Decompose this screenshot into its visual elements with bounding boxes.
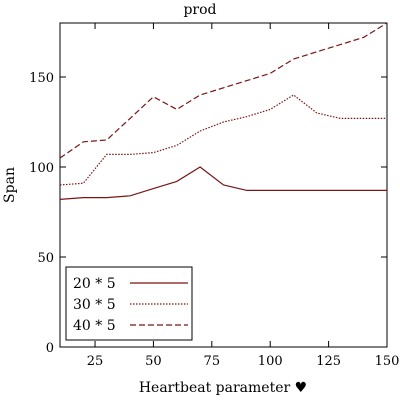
legend-box [65,266,193,341]
x-tick-label: 125 [316,354,341,369]
chart-title: prod [183,2,216,18]
series-lines [59,22,388,200]
x-tick-label: 100 [258,354,283,369]
y-tick-label: 100 [29,161,54,176]
x-tick-label: 75 [204,354,221,369]
y-tick-label: 150 [29,71,54,86]
y-tick-label: 50 [37,251,54,266]
series-line-dashed [59,22,388,159]
y-tick-label: 0 [46,341,54,356]
series-line-dotted [59,94,387,186]
x-tick-label: 25 [87,354,104,369]
legend: 20 * 5 30 * 5 40 * 5 [65,266,193,341]
series-line-solid [59,166,387,200]
legend-label: 30 * 5 [73,297,116,313]
legend-label: 20 * 5 [73,276,116,292]
x-axis-label: Heartbeat parameter ♥ [139,380,307,396]
legend-label: 40 * 5 [73,318,116,334]
x-tick-label: 150 [375,354,400,369]
x-tick-label: 50 [145,354,162,369]
axis-ticks: 25 50 75 100 125 150 0 50 100 150 [29,23,399,369]
y-axis-label: Span [2,167,18,203]
